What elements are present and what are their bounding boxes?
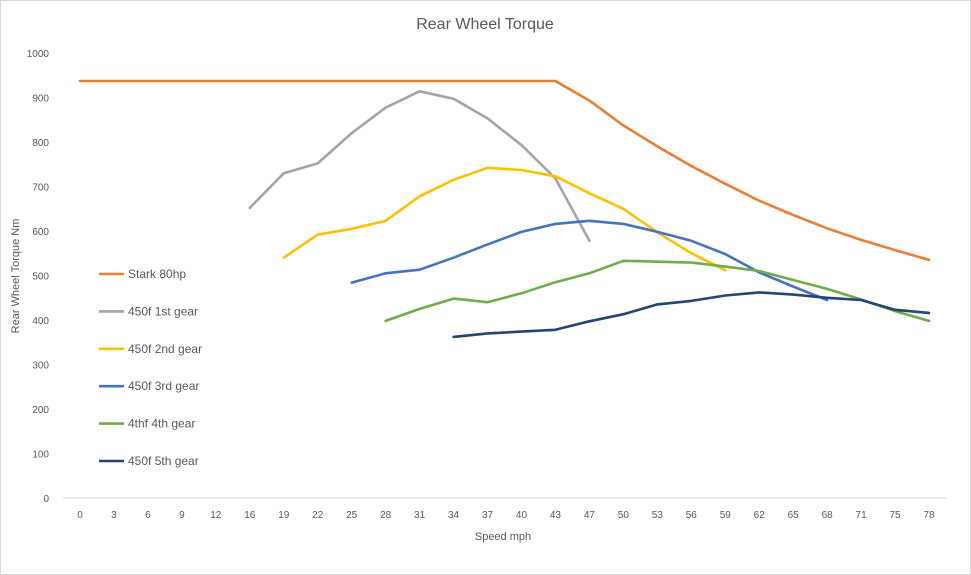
- legend-label: 4thf 4th gear: [128, 417, 195, 431]
- x-tick-label: 40: [516, 510, 528, 521]
- x-tick-label: 43: [550, 510, 562, 521]
- y-tick-label: 100: [32, 450, 49, 461]
- legend-label: Stark 80hp: [128, 267, 186, 281]
- x-tick-label: 3: [111, 510, 117, 521]
- y-tick-label: 0: [43, 494, 49, 505]
- y-tick-label: 900: [32, 94, 49, 105]
- x-tick-label: 53: [652, 510, 664, 521]
- x-tick-label: 25: [346, 510, 358, 521]
- x-tick-label: 50: [618, 510, 630, 521]
- y-axis-label: Rear Wheel Torque Nm: [10, 219, 22, 334]
- x-tick-label: 0: [77, 510, 83, 521]
- x-tick-label: 12: [210, 510, 222, 521]
- series-line-4: [350, 219, 829, 302]
- legend-label: 450f 3rd gear: [128, 379, 199, 393]
- y-tick-label: 1000: [27, 49, 50, 60]
- legend-label: 450f 2nd gear: [128, 342, 202, 356]
- y-tick-label: 500: [32, 272, 49, 283]
- x-tick-label: 16: [244, 510, 256, 521]
- legend-label: 450f 1st gear: [128, 304, 198, 318]
- y-tick-labels: 0 100 200 300 400 500 600 700 800 900 1000: [27, 49, 50, 505]
- y-tick-label: 800: [32, 138, 49, 149]
- x-tick-label: 31: [414, 510, 426, 521]
- x-tick-label: 56: [686, 510, 698, 521]
- x-tick-label: 6: [145, 510, 151, 521]
- series-line-3: [282, 166, 727, 272]
- series-line-6: [452, 291, 931, 339]
- y-tick-label: 600: [32, 227, 49, 238]
- legend: Stark 80hp 450f 1st gear 450f 2nd gear 450f…: [99, 267, 202, 468]
- x-tick-label: 59: [720, 510, 732, 521]
- x-tick-label: 47: [584, 510, 596, 521]
- x-tick-label: 68: [822, 510, 834, 521]
- x-tick-label: 65: [788, 510, 800, 521]
- x-tick-label: 34: [448, 510, 460, 521]
- y-tick-label: 700: [32, 183, 49, 194]
- x-tick-label: 62: [754, 510, 766, 521]
- series-lines: [78, 79, 931, 339]
- series-line-2: [248, 90, 591, 243]
- y-tick-label: 200: [32, 405, 49, 416]
- x-axis-label: Speed mph: [475, 531, 531, 543]
- series-line-5: [384, 259, 931, 323]
- series-line-1: [78, 79, 931, 262]
- x-tick-label: 28: [380, 510, 392, 521]
- y-tick-label: 300: [32, 361, 49, 372]
- x-tick-label: 19: [278, 510, 290, 521]
- x-tick-label: 71: [856, 510, 868, 521]
- y-tick-label: 400: [32, 316, 49, 327]
- x-tick-labels: 0 3 6 9 12 16 19 22 25 28 31 34 37 40 43 47 50 53 56 59 62 65…: [77, 510, 935, 521]
- legend-label: 450f 5th gear: [128, 454, 199, 468]
- x-tick-label: 37: [482, 510, 494, 521]
- x-tick-label: 75: [889, 510, 901, 521]
- x-tick-label: 78: [923, 510, 935, 521]
- chart-title: Rear Wheel Torque: [416, 16, 554, 33]
- x-tick-label: 9: [179, 510, 185, 521]
- x-tick-label: 22: [312, 510, 324, 521]
